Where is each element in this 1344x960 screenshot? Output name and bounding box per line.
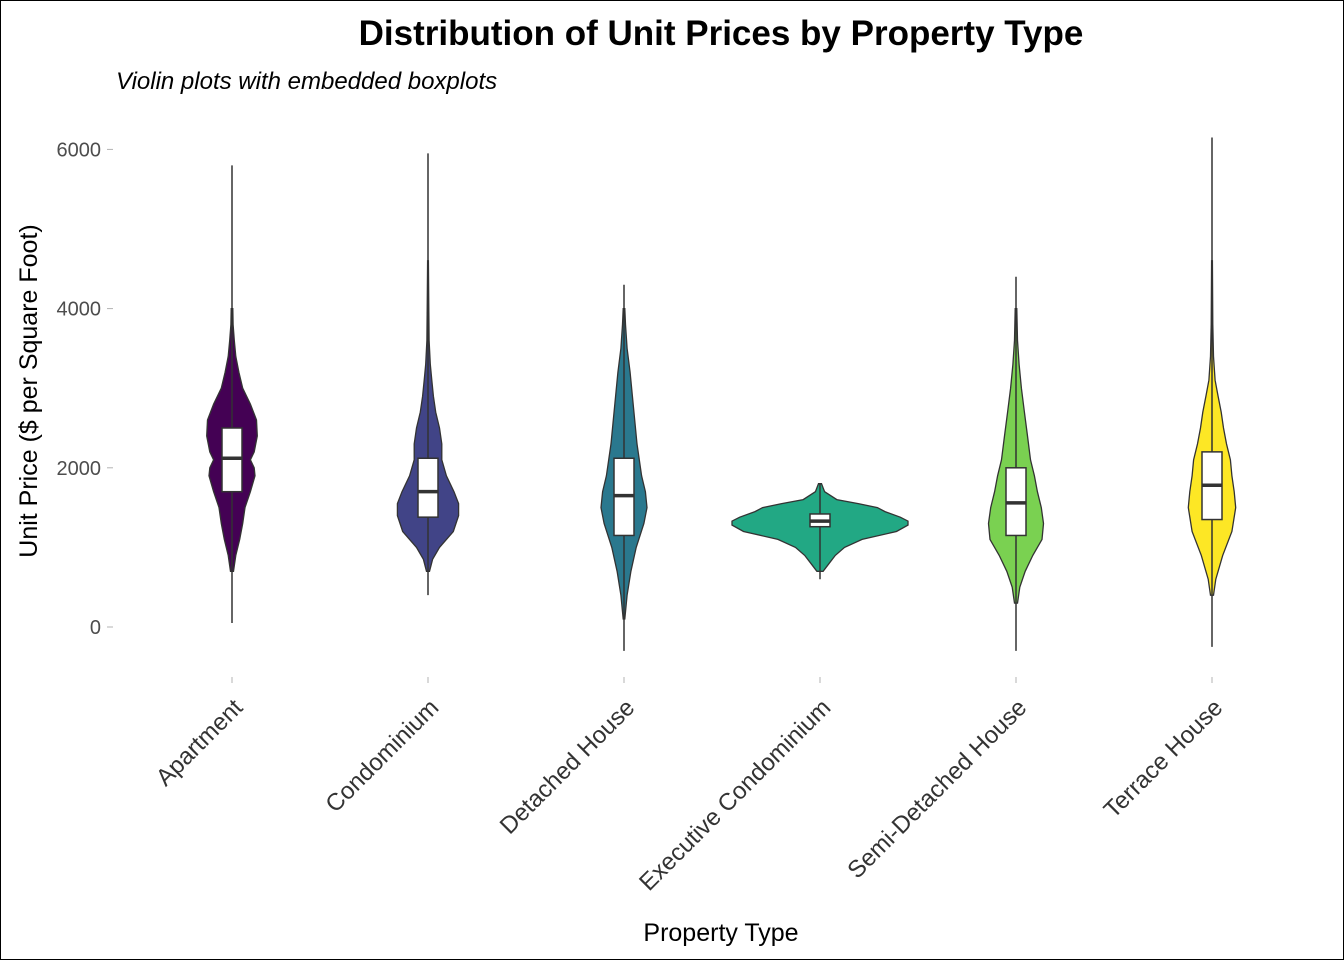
violin-group [987, 276, 1045, 651]
violin-group [206, 165, 258, 624]
chart-title: Distribution of Unit Prices by Property … [359, 14, 1084, 53]
y-tick-label: 6000 [57, 139, 102, 161]
x-tick-label: Condominium [320, 694, 444, 818]
y-tick-label: 4000 [57, 299, 102, 321]
x-tick-label: Terrace House [1099, 694, 1228, 823]
y-axis: 0 2000 4000 6000 [57, 139, 113, 639]
x-axis-title: Property Type [643, 919, 798, 947]
violin-group [1187, 137, 1237, 647]
y-tick-label: 2000 [57, 458, 102, 480]
y-axis-title: Unit Price ($ per Square Foot) [15, 224, 43, 557]
x-tick-label: Semi-Detached House [842, 694, 1032, 884]
violin-group [396, 153, 460, 596]
x-tick-label: Apartment [151, 694, 249, 792]
x-tick-label: Detached House [495, 694, 641, 840]
plot-area [206, 137, 1237, 651]
violin-group [731, 483, 909, 580]
box-iqr [417, 457, 439, 518]
chart-subtitle: Violin plots with embedded boxplots [116, 68, 497, 95]
y-tick-label: 0 [90, 617, 101, 639]
x-tick-label: Executive Condominium [634, 694, 836, 896]
x-axis: Apartment Condominium Detached HouseExecut… [151, 677, 1228, 896]
violin-group [600, 284, 648, 651]
